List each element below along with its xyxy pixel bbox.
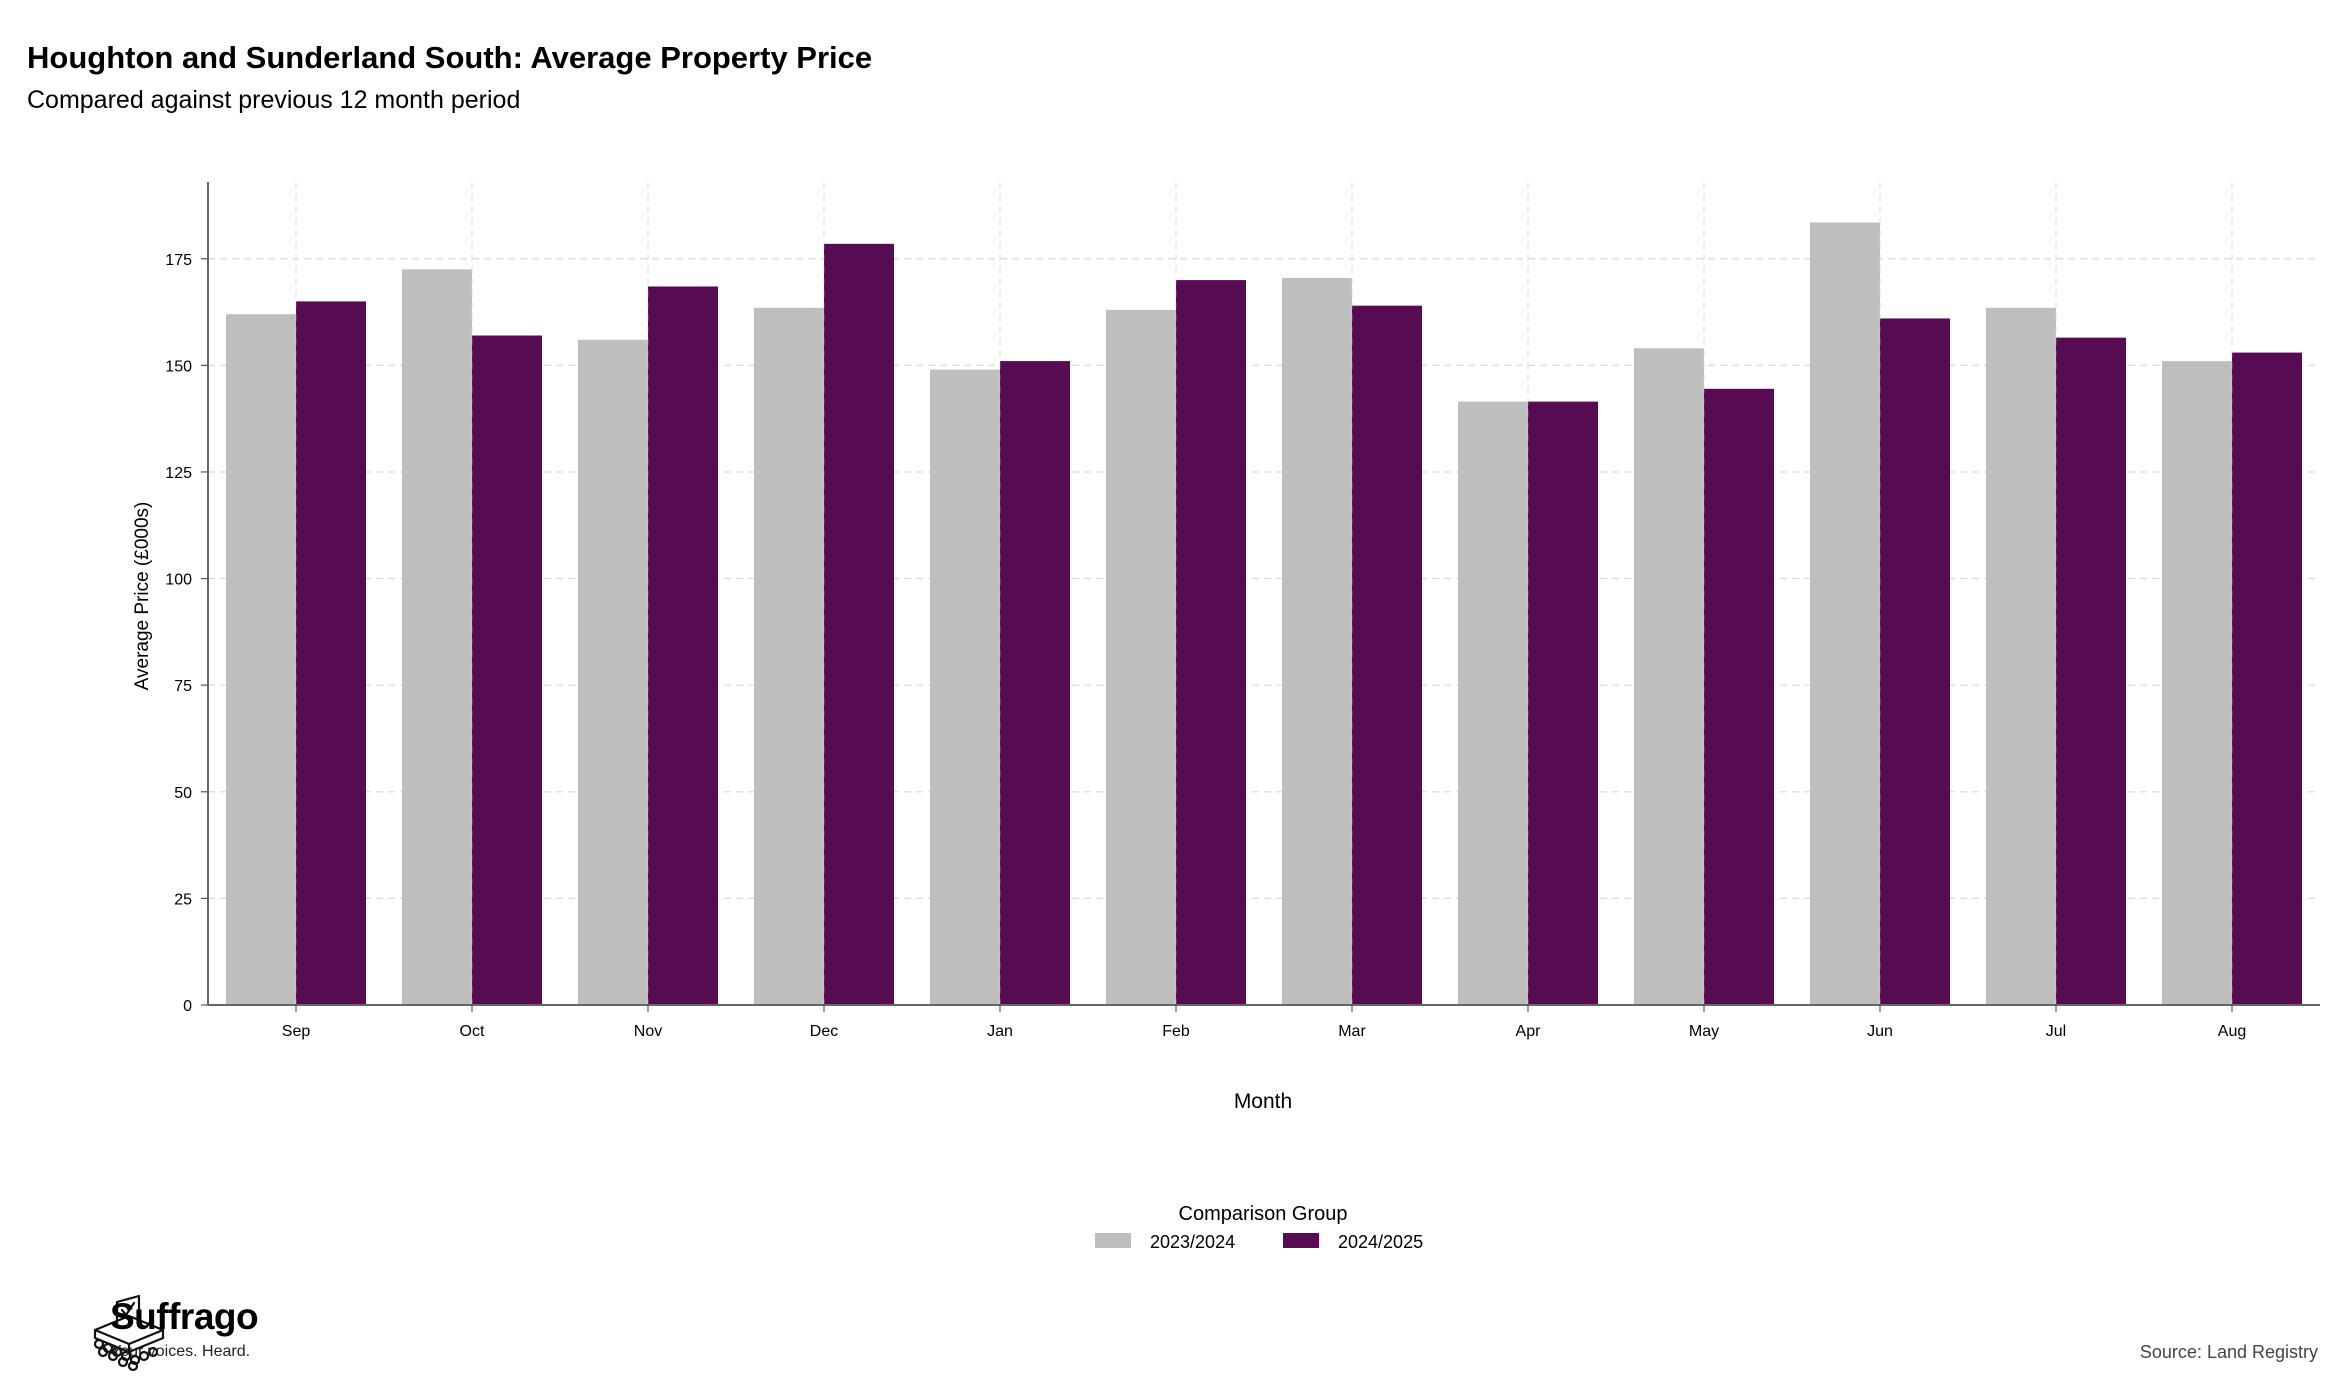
x-tick-label: Jan <box>987 1023 1013 1040</box>
legend: Comparison Group 2023/2024 2024/2025 <box>1095 1203 1423 1252</box>
y-tick-label: 25 <box>174 891 192 908</box>
legend-title: Comparison Group <box>1179 1203 1348 1225</box>
legend-swatch-2023-2024 <box>1095 1233 1131 1248</box>
bar-jun-2024-2025 <box>1880 318 1950 1006</box>
x-tick-label: Feb <box>1162 1023 1190 1040</box>
bar-feb-2023-2024 <box>1106 309 1176 1005</box>
y-tick-label: 75 <box>174 678 192 695</box>
x-tick-label: Nov <box>634 1023 662 1040</box>
x-tick-label: May <box>1689 1023 1719 1040</box>
brand-tagline: Your voices. Heard. <box>111 1343 251 1360</box>
y-tick-label: 50 <box>174 785 192 802</box>
y-tick-label: 175 <box>165 252 192 269</box>
x-tick-label: Dec <box>810 1023 838 1040</box>
bar-aug-2024-2025 <box>2232 352 2302 1005</box>
bar-apr-2024-2025 <box>1528 401 1598 1006</box>
bar-nov-2023-2024 <box>578 339 648 1005</box>
x-tick-label: Mar <box>1338 1023 1366 1040</box>
y-tick-label: 100 <box>165 572 192 589</box>
bar-apr-2023-2024 <box>1458 401 1528 1006</box>
bar-jan-2023-2024 <box>930 369 1000 1005</box>
bar-mar-2023-2024 <box>1282 277 1352 1006</box>
legend-label-2024-2025: 2024/2025 <box>1338 1232 1423 1252</box>
x-tick-label: Aug <box>2218 1023 2246 1040</box>
ballot-box-icon <box>93 1294 165 1372</box>
bar-feb-2024-2025 <box>1176 280 1246 1005</box>
x-tick-label: Oct <box>460 1023 485 1040</box>
x-tick-label: Apr <box>1516 1023 1542 1040</box>
bar-aug-2023-2024 <box>2162 361 2232 1005</box>
bar-may-2023-2024 <box>1634 348 1704 1006</box>
legend-swatch-2024-2025 <box>1283 1233 1319 1248</box>
axes <box>207 182 2320 1006</box>
y-tick-label: 0 <box>183 998 192 1015</box>
bar-oct-2023-2024 <box>402 269 472 1005</box>
bar-sep-2023-2024 <box>226 314 296 1005</box>
source-note: Source: Land Registry <box>2139 1342 2318 1362</box>
bar-jun-2023-2024 <box>1810 222 1880 1005</box>
bar-dec-2024-2025 <box>824 243 894 1005</box>
x-tick-label: Jun <box>1867 1023 1893 1040</box>
bar-jan-2024-2025 <box>1000 361 1070 1005</box>
y-tick-label: 125 <box>165 465 192 482</box>
bar-sep-2024-2025 <box>296 301 366 1006</box>
bar-nov-2024-2025 <box>648 286 718 1005</box>
chart-title: Houghton and Sunderland South: Average P… <box>27 40 873 75</box>
bar-jul-2024-2025 <box>2056 337 2126 1005</box>
bar-mar-2024-2025 <box>1352 305 1422 1005</box>
chart-subtitle: Compared against previous 12 month perio… <box>27 86 521 114</box>
y-tick-label: 150 <box>165 358 192 375</box>
x-tick-label: Jul <box>2046 1023 2066 1040</box>
bar-oct-2024-2025 <box>472 335 542 1005</box>
bar-jul-2023-2024 <box>1986 307 2056 1005</box>
x-axis-label: Month <box>1234 1090 1292 1113</box>
bars <box>226 182 2302 1006</box>
legend-label-2023-2024: 2023/2024 <box>1150 1232 1235 1252</box>
bar-may-2024-2025 <box>1704 388 1774 1006</box>
bar-dec-2023-2024 <box>754 307 824 1005</box>
y-axis-label: Average Price (£000s) <box>132 502 153 691</box>
brand-name: Suffrago <box>110 1296 259 1337</box>
x-tick-label: Sep <box>282 1023 311 1040</box>
tick-labels: 0 25 50 75 100 125 150 175 Sep Oct Nov Dec Jan Feb Mar… <box>165 252 2246 1040</box>
